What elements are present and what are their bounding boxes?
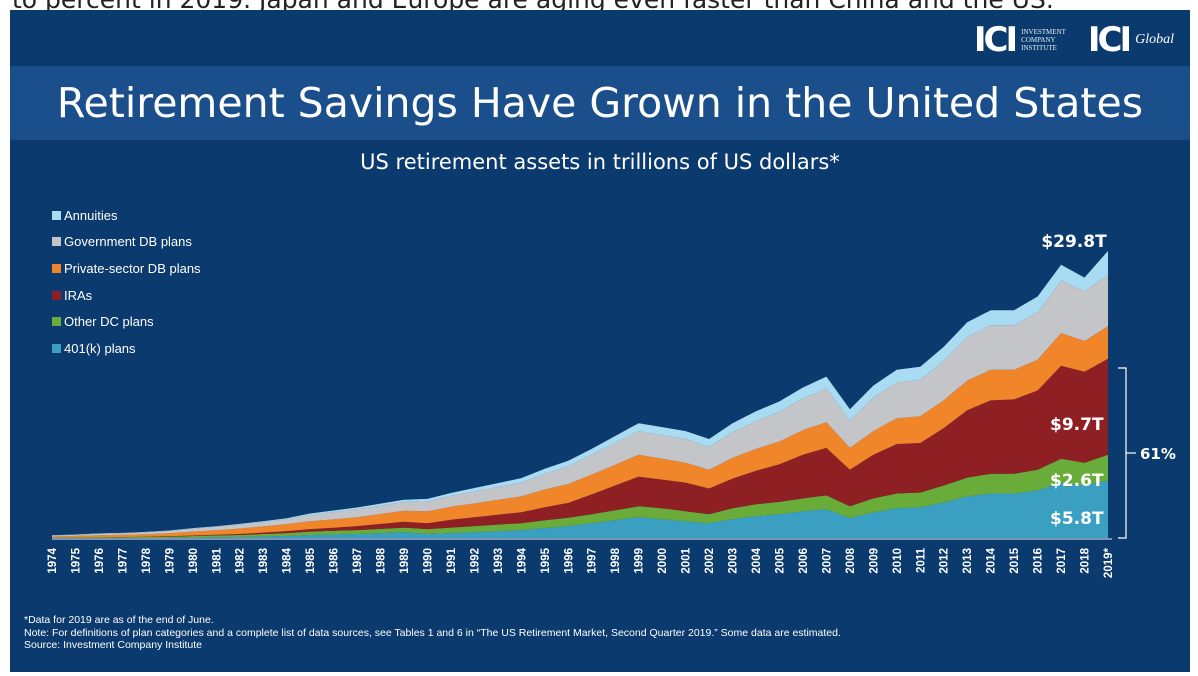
legend-item: Private-sector DB plans [52,255,201,282]
x-tick-label: 1997 [587,548,599,574]
x-tick-label: 1994 [516,547,528,573]
x-tick-label: 1989 [399,548,411,574]
legend-item: Government DB plans [52,229,201,256]
x-tick-label: 1999 [634,548,646,574]
x-tick-label: 1982 [235,548,247,574]
x-tick-label: 1987 [352,548,364,574]
legend-label: Private-sector DB plans [64,260,201,276]
x-tick-label: 1974 [47,547,59,573]
legend-label: IRAs [64,287,93,303]
iras-value-label: $9.7T [1050,415,1104,435]
x-tick-label: 1984 [282,547,294,573]
area-series-private-sector-db-plans [52,326,1108,538]
total-value-label: $29.8T [1041,232,1107,252]
x-tick-label: 1981 [211,547,223,573]
legend-item: Annuities [52,202,201,229]
legend-item: Other DC plans [52,308,201,335]
legend-swatch [52,263,61,273]
x-tick-label: 2013 [962,548,974,574]
x-tick-label: 2019* [1103,547,1115,578]
x-tick-label: 2009 [868,548,880,574]
x-tick-label: 1980 [188,548,200,574]
x-tick-label: 1975 [70,547,82,573]
legend-swatch [52,317,61,327]
ici-logo-subtitle: Investment Company Institute [1021,28,1066,52]
legend-item: IRAs [52,282,201,309]
logo-group: ICI Investment Company Institute ICI Glo… [974,20,1174,60]
share-bracket [1118,367,1127,539]
x-tick-label: 1991 [446,547,458,573]
ici-logo: ICI Investment Company Institute [974,20,1066,60]
x-tick-label: 1990 [422,548,434,574]
x-tick-label: 1992 [469,548,481,574]
stacked-area-chart: 1974 1975 1976 1977 1978 1979 1980 1981 1982 1983… [47,232,1176,578]
chart-legend: Annuities Government DB plans Private-sect… [52,202,201,362]
x-tick-label: 1986 [329,548,341,574]
chart-subtitle: US retirement assets in trillions of US … [360,150,840,174]
legend-label: Other DC plans [64,314,154,330]
area-series-iras [52,358,1108,538]
x-tick-label: 2001 [681,547,693,573]
other-dc-value-label: $2.6T [1050,471,1104,491]
legend-swatch [52,210,61,220]
ici-logo-mark: ICI [973,20,1018,60]
legend-label: Annuities [64,207,118,223]
footnotes: *Data for 2019 are as of the end of June… [24,614,841,652]
legend-label: 401(k) plans [64,340,136,356]
k401-value-label: $5.8T [1050,509,1104,529]
x-tick-label: 1985 [305,547,317,573]
footnote-line: *Data for 2019 are as of the end of June… [24,614,214,626]
x-tick-label: 2015 [1009,547,1021,573]
x-tick-label: 1978 [141,547,153,573]
x-tick-label: 2007 [821,548,833,574]
legend-swatch [52,290,61,300]
x-tick-label: 1983 [258,548,270,574]
ici-logo-line: Institute [1021,44,1057,52]
x-tick-label: 2018 [1080,547,1092,573]
x-tick-label: 2004 [751,547,763,573]
share-label: 61% [1140,445,1176,463]
area-series-government-db-plans [52,274,1108,537]
ici-global-logo-suffix: Global [1135,32,1174,47]
x-tick-label: 2002 [704,548,716,574]
legend-label: Government DB plans [64,234,192,250]
x-tick-label: 2010 [892,548,904,574]
background-page-text: to percent in 2019. Japan and Europe are… [12,0,1192,10]
x-tick-label: 2000 [657,548,669,574]
footnote-line: Source: Investment Company Institute [24,639,203,651]
x-tick-label: 2006 [798,548,810,574]
x-tick-label: 2008 [845,547,857,573]
x-tick-label: 1979 [164,548,176,574]
legend-swatch [52,237,61,247]
x-tick-label: 2012 [939,548,951,574]
x-tick-label: 2005 [774,547,786,573]
chart-title: Retirement Savings Have Grown in the Uni… [56,79,1144,127]
ici-global-logo-mark: ICI [1087,20,1132,60]
title-band [10,66,1190,140]
x-tick-label: 2011 [915,547,927,573]
x-tick-label: 1993 [493,548,505,574]
x-tick-label: 2003 [728,548,740,574]
area-series-401-k-plans [52,480,1108,538]
x-tick-label: 2014 [986,547,998,573]
legend-swatch [52,343,61,353]
x-tick-label: 1988 [376,547,388,573]
x-tick-label: 2017 [1056,548,1068,574]
x-tick-label: 1996 [563,548,575,574]
x-tick-label: 1995 [540,547,552,573]
legend-item: 401(k) plans [52,335,201,362]
chart-slide: ICI Investment Company Institute ICI Glo… [10,10,1190,672]
footnote-line: Note: For definitions of plan categories… [24,626,841,639]
x-tick-label: 1976 [94,548,106,574]
x-tick-label: 1977 [117,548,129,574]
area-series-other-dc-plans [52,454,1108,538]
x-tick-label: 1998 [610,547,622,573]
ici-global-logo: ICI Global [1088,20,1174,60]
ici-logo-line: Company [1021,36,1056,44]
x-tick-label: 2016 [1033,548,1045,574]
ici-logo-line: Investment [1021,28,1066,36]
